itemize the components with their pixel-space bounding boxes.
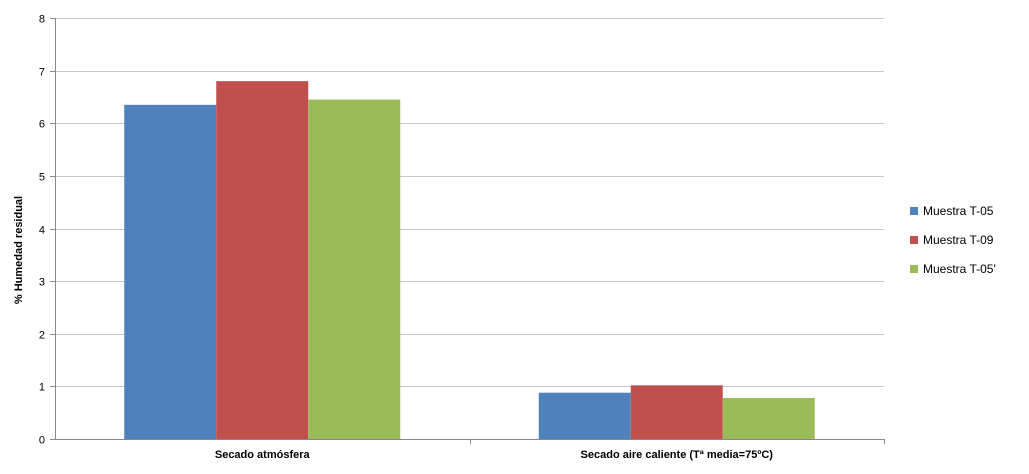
y-tick-label: 2 bbox=[39, 330, 45, 342]
bar bbox=[124, 104, 217, 440]
y-tick-label: 7 bbox=[39, 67, 45, 79]
legend: Muestra T-05 Muestra T-09 Muestra T-05' bbox=[910, 204, 996, 276]
legend-swatch bbox=[910, 265, 918, 273]
legend-label: Muestra T-09 bbox=[923, 233, 994, 247]
bar bbox=[538, 392, 631, 439]
bars bbox=[124, 81, 815, 440]
y-tick-label: 8 bbox=[39, 14, 45, 26]
bar bbox=[722, 397, 815, 439]
legend-swatch bbox=[910, 236, 918, 244]
bar bbox=[308, 99, 401, 439]
y-tick-label: 1 bbox=[39, 382, 45, 394]
legend-label: Muestra T-05 bbox=[923, 204, 994, 218]
bar bbox=[630, 385, 723, 439]
y-tick-label: 6 bbox=[39, 119, 45, 131]
y-tick-label: 3 bbox=[39, 277, 45, 289]
x-category-label: Secado aire caliente (Tª media=75ºC) bbox=[581, 449, 774, 461]
x-category-label: Secado atmósfera bbox=[215, 449, 311, 461]
bar bbox=[216, 81, 309, 440]
y-tick-label: 5 bbox=[39, 172, 45, 184]
legend-label: Muestra T-05' bbox=[923, 262, 996, 276]
y-tick-label: 0 bbox=[39, 435, 45, 447]
y-axis-title: % Humedad residual bbox=[13, 196, 25, 304]
x-axis bbox=[55, 18, 885, 444]
y-tick-labels: 0 1 2 3 4 5 6 7 8 bbox=[39, 14, 45, 447]
y-tick-label: 4 bbox=[39, 225, 45, 237]
category-labels: Secado atmósfera Secado aire caliente (Tª… bbox=[215, 449, 773, 461]
legend-swatch bbox=[910, 207, 918, 215]
